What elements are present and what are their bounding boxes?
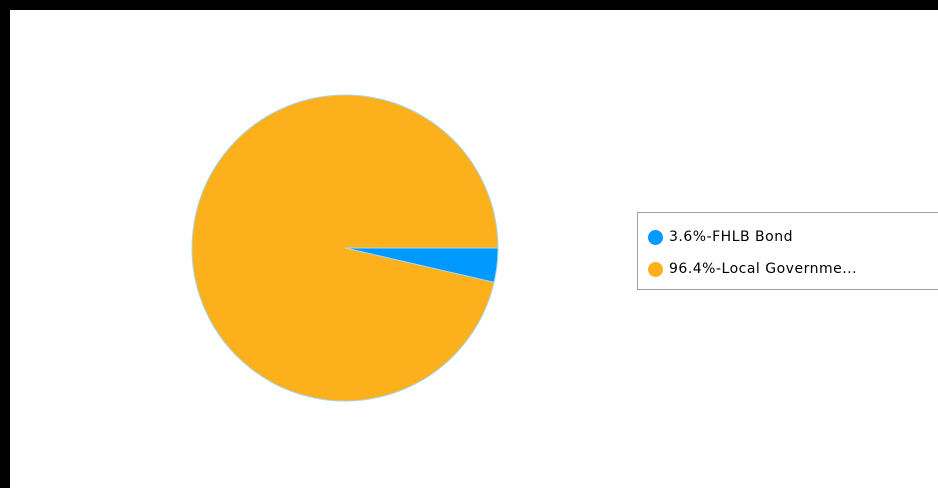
- legend-label-local-government: 96.4%-Local Governme...: [669, 261, 858, 277]
- pie-slice-local-government[interactable]: [191, 94, 499, 402]
- chart-panel: 3.6%-FHLB Bond 96.4%-Local Governme...: [10, 10, 938, 488]
- legend-swatch-local-government: [648, 261, 663, 277]
- legend-swatch-fhlb-bond: [648, 229, 663, 245]
- legend-item-local-government[interactable]: 96.4%-Local Governme...: [648, 259, 857, 279]
- chart-legend: 3.6%-FHLB Bond 96.4%-Local Governme...: [637, 212, 938, 290]
- legend-item-fhlb-bond[interactable]: 3.6%-FHLB Bond: [648, 227, 793, 247]
- pie-chart: [191, 94, 499, 402]
- legend-label-fhlb-bond: 3.6%-FHLB Bond: [669, 229, 793, 245]
- pie-slices: [191, 94, 499, 402]
